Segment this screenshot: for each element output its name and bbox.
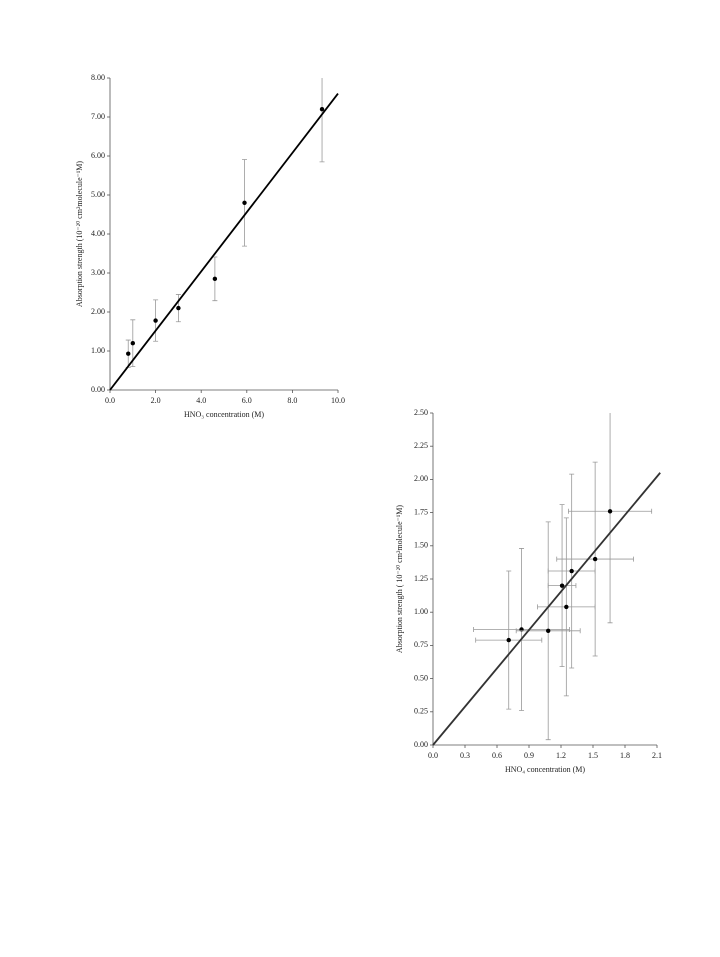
fit-line: [109, 93, 339, 391]
y-tick-label: 2.00: [414, 474, 428, 483]
point: [564, 604, 569, 610]
y-tick-label: 2.50: [414, 408, 428, 417]
x-tick-label: 1.8: [620, 751, 630, 760]
x-tick-label: 0.0: [428, 751, 438, 760]
point: [506, 637, 511, 643]
plot-area: [473, 413, 653, 741]
y-axis-label: Absorption strength (10⁻²⁰ cm²molecule⁻¹…: [75, 161, 84, 307]
point: [607, 509, 613, 514]
y-tick-label: 1.75: [414, 507, 428, 516]
y-tick-label: 3.00: [91, 268, 105, 277]
y-tick-label: 1.25: [414, 574, 428, 583]
y-tick-label: 1.00: [414, 607, 428, 616]
point: [153, 318, 158, 323]
x-tick-label: 2.0: [151, 396, 161, 405]
y-axis-label: Absorption strength ( 10⁻²⁰ cm²molecule⁻…: [395, 505, 404, 653]
point: [559, 583, 565, 588]
x-tick-label: 10.0: [331, 396, 345, 405]
y-tick-label: 0.00: [414, 740, 428, 749]
point: [126, 351, 131, 356]
point: [546, 628, 551, 633]
x-tick-label: 1.2: [556, 751, 566, 760]
point: [176, 305, 181, 311]
y-tick-label: 4.00: [91, 229, 105, 238]
point: [130, 341, 135, 346]
point: [569, 568, 574, 574]
y-tick-label: 0.50: [414, 673, 428, 682]
point: [592, 556, 598, 562]
y-tick-label: 0.00: [91, 385, 105, 394]
y-tick-label: 6.00: [91, 151, 105, 160]
y-tick-label: 0.25: [414, 707, 428, 716]
x-tick-label: 0.3: [460, 751, 470, 760]
y-tick-label: 7.00: [91, 112, 105, 121]
y-tick-label: 1.00: [91, 346, 105, 355]
plot-area: [125, 78, 325, 368]
y-tick-label: 8.00: [91, 73, 105, 82]
point: [319, 107, 325, 112]
y-tick-label: 2.25: [414, 441, 428, 450]
x-tick-label: 6.0: [242, 396, 252, 405]
x-tick-label: 0.9: [524, 751, 534, 760]
x-axis-label: HNO₃ concentration (M): [184, 410, 264, 419]
x-tick-label: 4.0: [196, 396, 206, 405]
point: [242, 200, 247, 205]
y-tick-label: 1.50: [414, 541, 428, 550]
x-tick-label: 8.0: [287, 396, 297, 405]
x-tick-label: 0.6: [492, 751, 502, 760]
y-tick-label: 0.75: [414, 640, 428, 649]
x-axis-label: HNO₄ concentration (M): [505, 765, 585, 774]
x-tick-label: 0.0: [105, 396, 115, 405]
fit-line: [432, 472, 661, 746]
point: [212, 276, 218, 282]
y-tick-label: 5.00: [91, 190, 105, 199]
y-tick-label: 2.00: [91, 307, 105, 316]
x-tick-label: 2.1: [652, 751, 662, 760]
x-tick-label: 1.5: [588, 751, 598, 760]
